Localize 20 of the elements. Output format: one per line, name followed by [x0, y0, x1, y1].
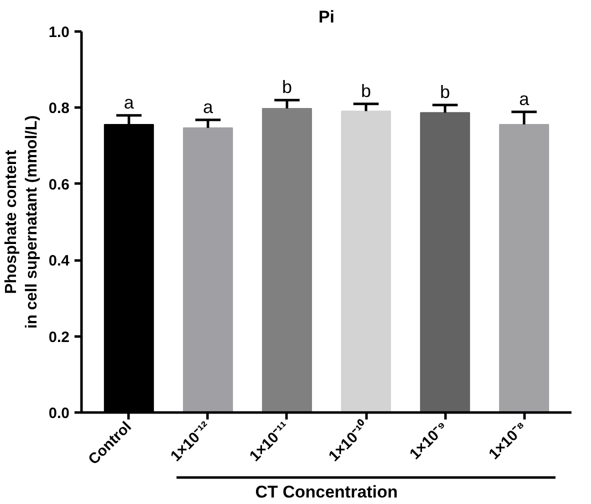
chart-title: Pi — [318, 8, 335, 26]
y-tick-label: 0.0 — [48, 405, 70, 422]
annotation: a — [202, 96, 214, 117]
bar — [341, 110, 392, 412]
bar — [420, 112, 470, 412]
annotation: b — [361, 80, 372, 101]
annotation: b — [440, 82, 450, 102]
y-tick-label: 0.8 — [48, 100, 70, 118]
annotation: b — [282, 77, 292, 98]
x-axis-title: CT Concentration — [255, 482, 398, 502]
bar — [182, 127, 233, 412]
y-tick-label: 1.0 — [48, 24, 70, 41]
annotation: a — [124, 92, 135, 112]
bar — [499, 124, 550, 412]
y-tick-label: 0.4 — [48, 252, 70, 270]
y-tick-label: 0.6 — [48, 176, 70, 194]
y-tick-label: 0.2 — [48, 328, 70, 346]
annotation: a — [519, 88, 530, 109]
y-axis-title: Phosphate content in cell supernatant (mmol/L) — [3, 115, 41, 329]
bar — [262, 108, 312, 412]
